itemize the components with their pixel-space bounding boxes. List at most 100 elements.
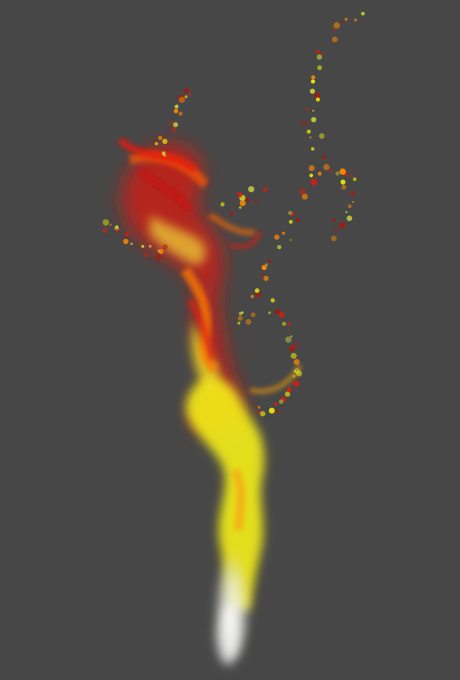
spark-particle (178, 96, 185, 103)
spark-particle (114, 228, 119, 233)
spark-particle (308, 129, 311, 133)
spark-particle (312, 109, 315, 112)
spark-particle (130, 242, 133, 246)
spark-particle (257, 411, 261, 415)
spark-particle (290, 335, 293, 338)
spark-particle (316, 54, 323, 60)
spark-particle (238, 311, 243, 316)
spark-particle (278, 399, 284, 405)
spark-particle (170, 121, 174, 125)
spark-particle (102, 227, 109, 234)
spark-particle (334, 228, 339, 233)
spark-particle (329, 169, 333, 173)
spark-particle (250, 403, 252, 406)
spark-particle (315, 49, 320, 54)
spark-particle (279, 312, 285, 318)
spark-particle (306, 129, 311, 134)
spark-particle (254, 288, 260, 293)
spark-particle (339, 222, 346, 229)
spark-particle (254, 200, 258, 204)
spark-particle (331, 36, 338, 43)
spark-particle (354, 18, 357, 22)
spark-particle (310, 178, 318, 186)
spark-particle (352, 200, 355, 203)
spark-particle (295, 218, 300, 223)
spark-particle (248, 186, 255, 193)
spark-particle (311, 117, 317, 123)
spark-particle (162, 138, 168, 144)
spark-particle (275, 409, 279, 414)
spark-particle (323, 164, 330, 171)
spark-particle (243, 196, 246, 198)
spark-particle (317, 171, 322, 176)
spark-particle (315, 97, 320, 102)
spark-particle (301, 120, 307, 126)
spark-particle (308, 165, 315, 172)
spark-particle (290, 352, 297, 359)
white-core-layer (216, 550, 248, 665)
spark-particle (220, 202, 225, 207)
spark-particle (154, 142, 158, 146)
spark-particle (330, 235, 337, 242)
spark-particle (102, 219, 110, 226)
spark-particle (173, 122, 179, 128)
spark-particle (290, 212, 295, 217)
spark-particle (125, 232, 130, 237)
spark-particle (311, 75, 316, 80)
spark-particle (237, 321, 241, 325)
spark-particle (333, 22, 340, 29)
spark-particle (361, 11, 365, 16)
spark-particle (341, 184, 347, 190)
spark-particle (268, 311, 271, 315)
spark-particle (314, 92, 321, 99)
spark-particle (286, 321, 292, 326)
spark-particle (282, 321, 287, 326)
spark-particle (285, 336, 292, 343)
spark-particle (332, 218, 337, 222)
spark-particle (173, 108, 179, 114)
spark-particle (332, 28, 336, 32)
spark-particle (148, 244, 152, 248)
spark-particle (320, 53, 324, 57)
spark-particle (257, 405, 261, 409)
spark-particle (188, 93, 192, 97)
spark-particle (188, 88, 191, 91)
spark-particle (289, 238, 292, 242)
spark-particle (311, 147, 315, 151)
spark-particle (260, 411, 266, 417)
spark-particle (309, 136, 312, 139)
spark-particle (231, 207, 234, 210)
spark-particle (301, 193, 308, 200)
spark-particle (350, 191, 356, 197)
spark-particle (311, 79, 315, 84)
spark-particle (262, 187, 268, 193)
spark-particle (274, 309, 281, 315)
spark-particle (309, 173, 314, 178)
spark-particle (261, 264, 267, 271)
spark-particle (346, 215, 353, 222)
spark-particle (347, 204, 352, 208)
spark-particle (109, 223, 112, 226)
spark-particle (341, 21, 345, 24)
spark-particle (319, 133, 325, 139)
spark-particle (299, 188, 306, 195)
spark-particle (291, 345, 294, 348)
spark-particle (184, 95, 188, 99)
spark-particle (339, 168, 346, 175)
spark-particle (274, 234, 280, 240)
spark-particle (340, 179, 346, 185)
spark-particle (293, 359, 300, 365)
spark-particle (153, 244, 157, 248)
spark-particle (292, 374, 296, 378)
spark-particle (344, 17, 348, 21)
spark-particle (270, 298, 275, 303)
spark-particle (229, 212, 234, 217)
spark-particle (158, 135, 163, 140)
spark-particle (309, 88, 315, 94)
spark-particle (349, 174, 353, 178)
spark-particle (239, 200, 246, 207)
spark-particle (143, 252, 149, 258)
spark-particle (250, 312, 256, 318)
spark-particle (245, 319, 252, 325)
